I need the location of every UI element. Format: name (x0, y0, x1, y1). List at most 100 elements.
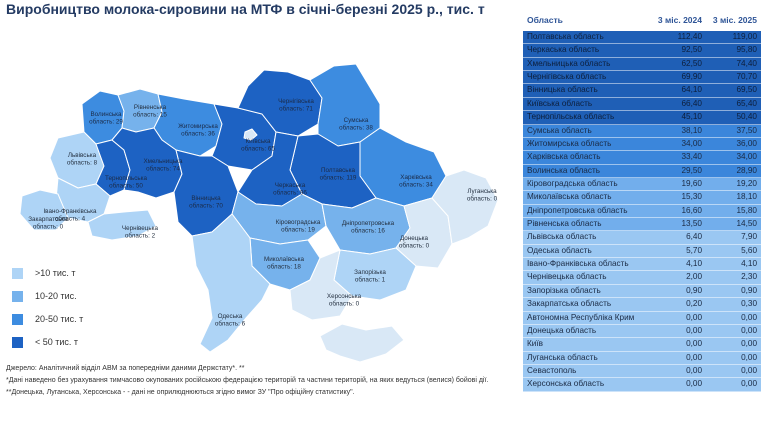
header-2024: 3 міс. 2024 (657, 15, 702, 25)
table-cell-region: Черкаська область (527, 45, 600, 55)
source-note: Джерело: Аналітичний відділ АВМ за попер… (6, 365, 245, 372)
map-label-value: область: 0 (399, 242, 430, 250)
map-label-value: область: 4 (55, 215, 86, 223)
map-label-region: Вінницька (191, 194, 221, 202)
table-row: Волинська область 29,50 28,90 (523, 164, 761, 178)
region-chernivetska[interactable] (87, 209, 157, 241)
map-label: Черкаська область: 96 (273, 182, 307, 197)
table-cell-region: Житомирська область (527, 138, 612, 148)
table-cell-2024: 29,50 (681, 165, 703, 175)
map-label-region: Полтавська (321, 167, 355, 174)
map-label-region: Львівська (68, 151, 97, 159)
map-label-region: Івано-Франківська (43, 207, 97, 215)
map-label: Дніпропетровська область: 16 (342, 219, 395, 235)
table-cell-2025: 7,90 (741, 232, 757, 242)
table-cell-region: Кіровоградська область (527, 178, 618, 188)
table-row: Запорізька область 0,90 0,90 (523, 284, 761, 299)
map-label-region: Чернігівська (278, 97, 314, 105)
region-odeska[interactable] (191, 213, 271, 353)
map-label-region: Київська (245, 138, 271, 145)
legend-swatch-lt10 (12, 268, 23, 279)
table-cell-2025: 0,00 (741, 365, 757, 375)
map-label-value: область: 74 (146, 165, 180, 173)
table-cell-2025: 37,50 (736, 125, 758, 135)
table-cell-2025: 70,70 (736, 72, 758, 82)
table-cell-2024: 66,40 (681, 98, 703, 108)
table-cell-2025: 50,40 (736, 112, 758, 122)
table-cell-2025: 0,00 (741, 379, 757, 389)
region-crimea[interactable] (319, 323, 405, 363)
map-label-region: Чернівецька (122, 224, 159, 232)
table-cell-region: Харківська область (527, 152, 601, 162)
map-label: Закарпатська область: 0 (28, 216, 68, 231)
region-zakarpatska[interactable] (19, 189, 69, 231)
table-cell-region: Донецька область (527, 325, 597, 335)
map-label-region: Рівненська (134, 103, 167, 111)
table-body: Полтавська область 112,40 119,00 Черкаська … (523, 31, 761, 392)
map-label: Львівська область: 8 (67, 151, 98, 167)
map-label: Житомирська область: 36 (178, 123, 218, 138)
table-cell-region: Сумська область (527, 125, 592, 135)
table-row: Хмельницька область 62,50 74,40 (523, 57, 761, 72)
table-cell-2025: 4,10 (741, 259, 757, 269)
table-cell-2025: 14,50 (736, 219, 758, 229)
map-label: Івано-Франківська область: 4 (43, 207, 97, 223)
header-2025: 3 міс. 2025 (712, 15, 757, 25)
table-cell-2024: 0,00 (686, 379, 702, 389)
table-cell-2024: 45,10 (681, 112, 703, 122)
table-row: Сумська область 38,10 37,50 (523, 124, 761, 138)
map-label-value: область: 2 (125, 232, 156, 240)
table-cell-region: Херсонська область (527, 379, 605, 389)
map-label-value: область: 119 (320, 174, 357, 182)
map-label-value: область: 8 (67, 159, 98, 167)
map-label: Полтавська область: 119 (320, 167, 357, 182)
map-label-region: Харківська (400, 173, 432, 181)
table-cell-region: Дніпропетровська область (527, 205, 628, 215)
table-row: Львівська область 6,40 7,90 (523, 231, 761, 245)
region-luhanska[interactable] (431, 169, 499, 245)
table-cell-region: Закарпатська область (527, 299, 612, 309)
table-row: Луганська область 0,00 0,00 (523, 351, 761, 365)
map-label-value: область: 0 (33, 223, 64, 231)
map-label-region: Запорізька (354, 268, 386, 276)
table-row: Харківська область 33,40 34,00 (523, 151, 761, 165)
legend-swatch-20to50 (12, 314, 23, 325)
header-region: Область (527, 15, 563, 25)
production-table: Область 3 міс. 2024 3 міс. 2025 Полтавсь… (523, 9, 761, 392)
legend-swatch-10to20 (12, 291, 23, 302)
table-cell-2025: 95,80 (736, 45, 758, 55)
region-kyiv-city[interactable] (243, 128, 258, 141)
legend-swatch-gt50 (12, 337, 23, 348)
table-row: Автономна Республіка Крим 0,00 0,00 (523, 311, 761, 325)
map-label-value: область: 65 (241, 145, 275, 153)
map-label: Вінницька область: 70 (189, 194, 223, 210)
map-label-value: область: 0 (467, 195, 498, 203)
region-khersonska[interactable] (289, 249, 353, 321)
map-label: Харківська область: 34 (399, 173, 433, 189)
table-cell-2024: 0,20 (686, 299, 702, 309)
table-cell-region: Хмельницька область (527, 58, 611, 68)
map-label: Рівненська область: 15 (133, 103, 167, 119)
table-row: Вінницька область 64,10 69,50 (523, 84, 761, 98)
table-row: Кіровоградська область 19,60 19,20 (523, 177, 761, 192)
map-label: Одеська область: 6 (215, 313, 246, 328)
map-label-value: область: 36 (181, 130, 215, 138)
table-cell-region: Вінницька область (527, 85, 598, 95)
chart-title: Виробництво молока-сировини на МТФ в січ… (6, 1, 485, 17)
map-label-region: Луганська (467, 188, 497, 195)
map-label-region: Закарпатська (28, 216, 68, 223)
map-label-value: область: 34 (399, 181, 433, 189)
map-label-value: область: 19 (281, 226, 315, 234)
table-cell-2024: 33,40 (681, 152, 703, 162)
map-label-region: Кіровоградська (276, 218, 321, 226)
table-cell-region: Волинська область (527, 165, 600, 175)
region-sumska[interactable] (309, 63, 381, 147)
map-label-value: область: 16 (351, 227, 385, 235)
table-row: Донецька область 0,00 0,00 (523, 324, 761, 339)
table-cell-2024: 38,10 (681, 125, 703, 135)
table-cell-2024: 6,40 (686, 232, 702, 242)
table-cell-2025: 5,60 (741, 245, 757, 255)
legend-label-gt50: < 50 тис. т (35, 337, 79, 347)
table-cell-2025: 0,00 (741, 312, 757, 322)
